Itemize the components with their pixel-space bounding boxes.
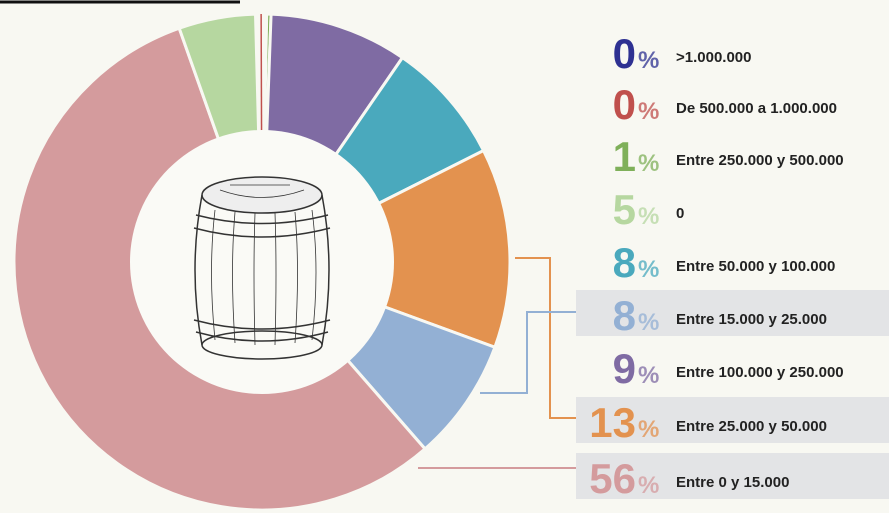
legend-value: 56 xyxy=(589,455,636,502)
legend-label: Entre 25.000 y 50.000 xyxy=(676,418,827,435)
legend-value: 5 xyxy=(613,186,636,233)
legend-unit: % xyxy=(638,256,659,283)
legend-unit: % xyxy=(638,472,659,499)
legend-value: 1 xyxy=(613,133,636,180)
legend-unit: % xyxy=(638,362,659,389)
legend-highlight xyxy=(576,397,889,443)
donut-hole xyxy=(130,130,394,394)
legend-label: Entre 15.000 y 25.000 xyxy=(676,311,827,328)
donut xyxy=(12,12,512,512)
legend-value: 0 xyxy=(613,81,636,128)
legend-unit: % xyxy=(638,150,659,177)
legend-label: Entre 250.000 y 500.000 xyxy=(676,152,844,169)
legend-highlight xyxy=(576,453,889,499)
legend-unit: % xyxy=(638,98,659,125)
legend-value: 8 xyxy=(613,239,636,286)
legend-label: Entre 0 y 15.000 xyxy=(676,474,789,491)
legend-label: Entre 50.000 y 100.000 xyxy=(676,258,835,275)
legend-unit: % xyxy=(638,416,659,443)
barrel-illustration xyxy=(193,176,331,360)
legend-highlight xyxy=(576,290,889,336)
legend-unit: % xyxy=(638,309,659,336)
legend-label: >1.000.000 xyxy=(676,49,752,66)
legend: 0% >1.000.000 0% De 500.000 a 1.000.000 1% En… xyxy=(576,30,889,502)
legend-value: 9 xyxy=(613,345,636,392)
legend-label: 0 xyxy=(676,205,684,222)
legend-value: 0 xyxy=(613,30,636,77)
legend-label: De 500.000 a 1.000.000 xyxy=(676,100,837,117)
legend-value: 8 xyxy=(613,292,636,339)
legend-value: 13 xyxy=(589,399,636,446)
legend-unit: % xyxy=(638,203,659,230)
legend-label: Entre 100.000 y 250.000 xyxy=(676,364,844,381)
legend-unit: % xyxy=(638,47,659,74)
